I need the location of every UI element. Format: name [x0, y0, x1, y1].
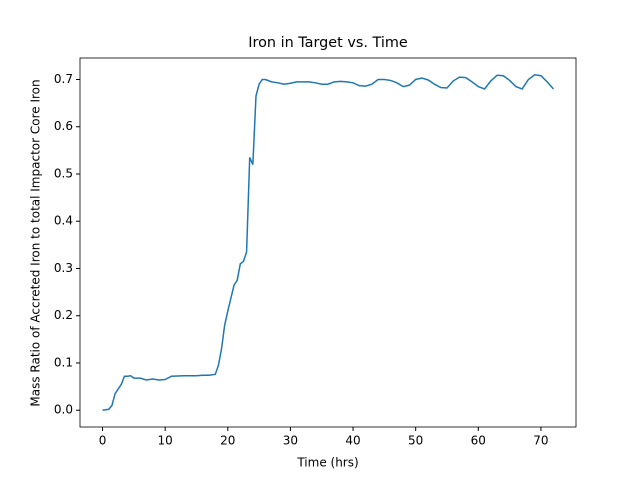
x-tick-label: 20: [220, 434, 235, 448]
y-tick-label: 0.4: [54, 214, 73, 228]
y-tick-label: 0.7: [54, 72, 73, 86]
y-tick-label: 0.2: [54, 308, 73, 322]
x-tick-label: 0: [99, 434, 107, 448]
x-tick-label: 10: [158, 434, 173, 448]
y-tick-label: 0.1: [54, 355, 73, 369]
plot-frame: [79, 57, 577, 428]
y-axis-label: Mass Ratio of Accreted Iron to total Imp…: [29, 79, 43, 406]
x-tick-label: 40: [345, 434, 360, 448]
chart-title: Iron in Target vs. Time: [248, 35, 408, 51]
x-tick-label: 50: [408, 434, 423, 448]
data-line: [102, 73, 555, 411]
x-axis-label: Time (hrs): [296, 456, 358, 470]
x-tick-label: 30: [283, 434, 298, 448]
y-tick-label: 0.5: [54, 166, 73, 180]
x-tick-label: 70: [533, 434, 548, 448]
x-tick-label: 60: [471, 434, 486, 448]
y-tick-label: 0.6: [54, 119, 73, 133]
y-tick-label: 0.0: [54, 403, 73, 417]
y-tick-label: 0.3: [54, 261, 73, 275]
